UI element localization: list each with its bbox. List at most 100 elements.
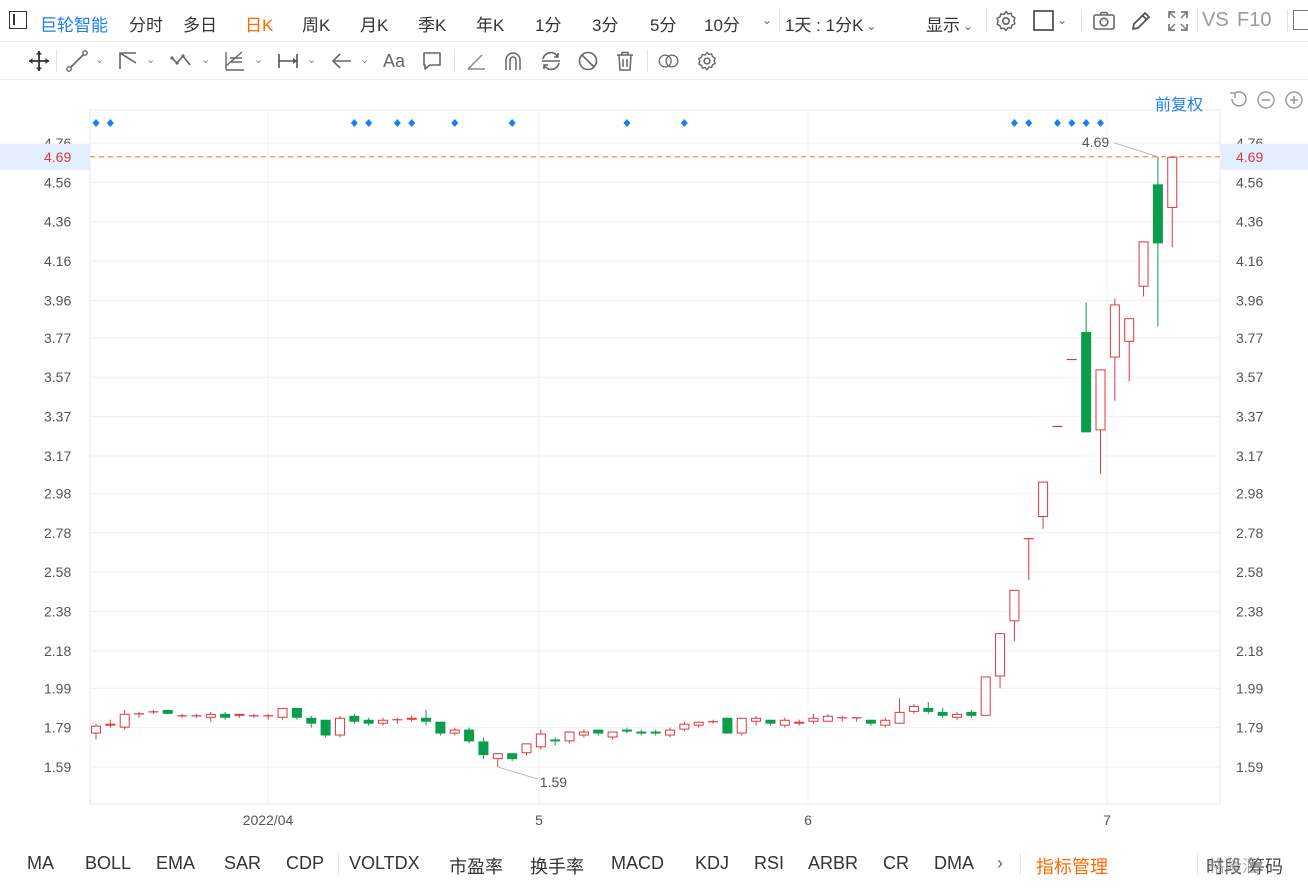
sync-drawings-icon[interactable] [540, 50, 562, 72]
candle-body [464, 729, 475, 742]
chevron-down-icon[interactable]: ⌄ [307, 54, 317, 66]
y-tick-label-left: 1.79 [44, 720, 71, 736]
tab-5min[interactable]: 5分 [650, 16, 677, 35]
measure-tool-icon[interactable] [277, 50, 299, 72]
move-cross-arrows-icon[interactable] [28, 50, 50, 72]
fullscreen-icon[interactable] [1166, 9, 1190, 33]
settings-gear-icon[interactable] [994, 9, 1018, 33]
indicator-arbr[interactable]: ARBR [808, 853, 859, 873]
compare-button[interactable]: VS [1202, 9, 1229, 31]
stock-name[interactable]: 巨轮智能 [40, 16, 108, 35]
indicator-ma[interactable]: MA [27, 853, 54, 873]
chevron-down-icon[interactable]: ⌄ [201, 54, 211, 66]
session-chips-tab[interactable]: 时段 筹码 [1206, 857, 1284, 877]
candle-body [937, 711, 948, 716]
candle-body [980, 676, 991, 716]
candlestick-chart[interactable]: 4.76 4.764.56 4.564.36 4.364.16 4.163.96 3.96… [0, 80, 1308, 848]
panel-toggle-icon[interactable] [1293, 10, 1308, 30]
chart-style-chevron-icon[interactable]: ⌄ [1057, 13, 1068, 27]
tab-daily-k[interactable]: 日K [245, 16, 274, 35]
chevron-right-icon[interactable]: › [997, 853, 1003, 873]
tab-weekly-k[interactable]: 周K [302, 16, 331, 35]
candle-body [1167, 156, 1178, 208]
candle-body [507, 753, 518, 760]
hide-drawings-icon[interactable] [577, 50, 599, 72]
comment-bubble-icon[interactable] [421, 50, 443, 72]
candle-up [1167, 156, 1178, 248]
indicator-turnover[interactable]: 换手率 [530, 857, 584, 877]
candle-up [234, 713, 245, 718]
drawing-settings-gear-icon[interactable] [696, 50, 718, 72]
indicator-voltdx[interactable]: VOLTDX [349, 853, 420, 873]
pencil-icon[interactable] [1129, 9, 1153, 33]
x-tick-label: 6 [804, 812, 812, 828]
arrow-left-icon[interactable] [331, 50, 353, 72]
indicator-ema[interactable]: EMA [156, 853, 196, 873]
tab-quarterly-k[interactable]: 季K [418, 16, 447, 35]
candle-down [220, 711, 231, 720]
indicator-macd[interactable]: MACD [611, 853, 664, 873]
indicator-kdj[interactable]: KDJ [695, 853, 730, 873]
wave-tool-icon[interactable] [170, 50, 192, 72]
candle-down [363, 717, 374, 726]
display-menu[interactable]: 显示 ⌄ [926, 11, 973, 36]
indicator-cr[interactable]: CR [883, 853, 909, 873]
candle-up [1023, 538, 1034, 580]
line-tool-icon[interactable] [66, 50, 88, 72]
chevron-down-icon[interactable]: ⌄ [360, 54, 370, 66]
candle-up [263, 713, 274, 720]
indicator-pe-ratio[interactable]: 市盈率 [449, 857, 503, 877]
tab-3min[interactable]: 3分 [592, 16, 619, 35]
tab-monthly-k[interactable]: 月K [360, 16, 389, 35]
indicator-dma[interactable]: DMA [934, 853, 974, 873]
tab-yearly-k[interactable]: 年K [476, 16, 505, 35]
candle-down [722, 717, 733, 734]
candle-up [822, 713, 833, 722]
tab-10min[interactable]: 10分 [704, 16, 740, 35]
fibonacci-tool-icon[interactable] [224, 50, 246, 72]
text-tool-icon[interactable]: Aa [383, 51, 406, 71]
high-price-label: 4.69 [1082, 134, 1109, 150]
tab-intraday[interactable]: 分时 [129, 16, 163, 35]
chevron-down-icon[interactable]: ⌄ [254, 54, 264, 66]
zoom-in-icon[interactable] [1284, 90, 1304, 110]
price-adjust-button[interactable]: 前复权 [1155, 97, 1204, 114]
y-tick-label-left: 3.77 [44, 330, 71, 346]
candle-body [607, 731, 618, 738]
overlay-compare-icon[interactable] [658, 50, 680, 72]
candle-up [908, 704, 919, 714]
zoom-out-icon[interactable] [1256, 90, 1276, 110]
divider [1020, 853, 1021, 875]
event-marker-diamond [680, 119, 688, 127]
sidebar-toggle-icon[interactable] [9, 11, 27, 29]
undo-reset-icon[interactable] [1228, 90, 1248, 110]
candle-up [952, 711, 962, 720]
more-periods-chevron-icon[interactable]: ⌄ [762, 13, 773, 27]
chart-style-square-icon[interactable] [1032, 9, 1056, 33]
indicator-sar[interactable]: SAR [224, 853, 262, 873]
current-price-badge-right [1221, 143, 1308, 170]
channel-tool-icon[interactable] [117, 50, 139, 72]
candle-body [865, 719, 876, 724]
camera-icon[interactable] [1092, 9, 1116, 33]
candle-body [822, 715, 833, 722]
f10-button[interactable]: F10 [1237, 9, 1272, 31]
candle-body [205, 713, 216, 718]
indicator-boll[interactable]: BOLL [85, 853, 132, 873]
candle-up [837, 715, 848, 722]
tab-multi-day[interactable]: 多日 [183, 16, 217, 35]
divider [1081, 10, 1082, 32]
interval-select[interactable]: 1天 : 1分K ⌄ [785, 11, 876, 36]
indicator-cdp[interactable]: CDP [286, 853, 325, 873]
y-tick-label-right: 2.78 [1236, 525, 1263, 541]
tab-1min[interactable]: 1分 [535, 16, 562, 35]
angle-tool-icon[interactable] [465, 50, 487, 72]
kline-chart-panel[interactable]: 4.76 4.76 4.56 4.56 4.36 4.36 4.16 4.16 3.96 3.96… [0, 80, 1308, 848]
candle-body [765, 719, 776, 724]
indicator-manage-button[interactable]: 指标管理 [1036, 857, 1108, 877]
trash-icon[interactable] [614, 50, 636, 72]
chevron-down-icon[interactable]: ⌄ [95, 54, 105, 66]
magnet-icon[interactable] [502, 50, 524, 72]
chevron-down-icon[interactable]: ⌄ [146, 54, 156, 66]
indicator-rsi[interactable]: RSI [754, 853, 785, 873]
